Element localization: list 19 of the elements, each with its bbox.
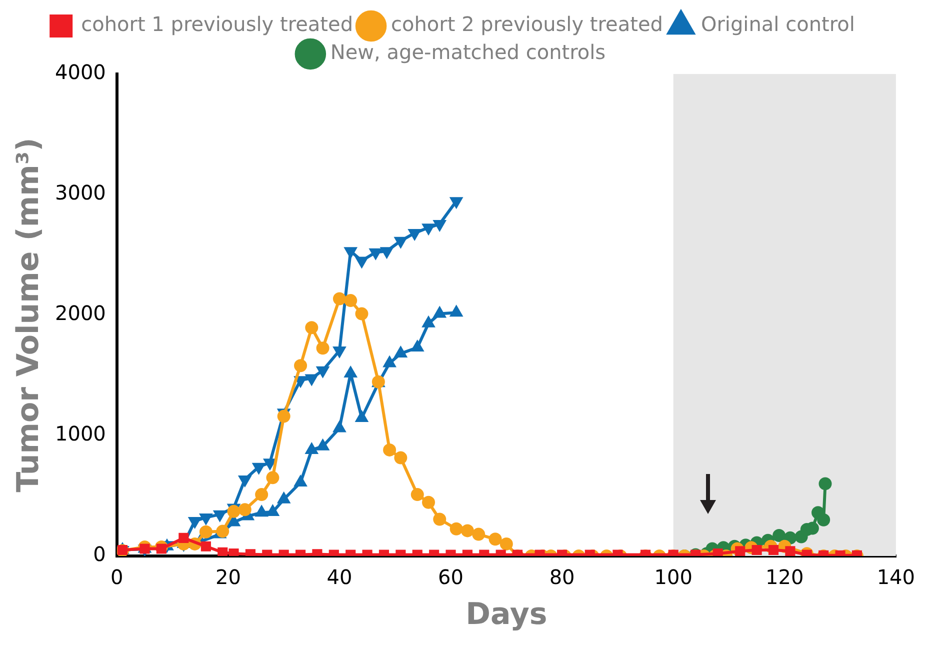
legend-label: cohort 2 previously treated xyxy=(391,12,663,36)
x-tick-label: 80 xyxy=(549,565,575,590)
x-tick-label: 0 xyxy=(110,565,124,590)
x-tick-label: 60 xyxy=(438,565,464,590)
legend-label: New, age-matched controls xyxy=(330,40,606,64)
x-tick-label: 140 xyxy=(876,565,916,590)
y-tick-label: 3000 xyxy=(54,180,106,205)
y-tick-label: 4000 xyxy=(54,60,106,84)
x-tick-label: 40 xyxy=(326,565,352,590)
y-tick-label: 1000 xyxy=(54,422,106,446)
x-axis-title: Days xyxy=(466,596,548,632)
legend-label: Original control xyxy=(700,12,855,36)
x-tick-label: 20 xyxy=(215,565,241,590)
y-axis-title: Tumor Volume (mm³) xyxy=(10,138,46,492)
x-tick-label: 120 xyxy=(766,565,804,590)
x-tick-label: 100 xyxy=(654,565,692,590)
y-tick-label: 2000 xyxy=(54,301,106,326)
legend-label: cohort 1 previously treated xyxy=(81,12,354,36)
y-tick-label: 0 xyxy=(93,542,106,566)
